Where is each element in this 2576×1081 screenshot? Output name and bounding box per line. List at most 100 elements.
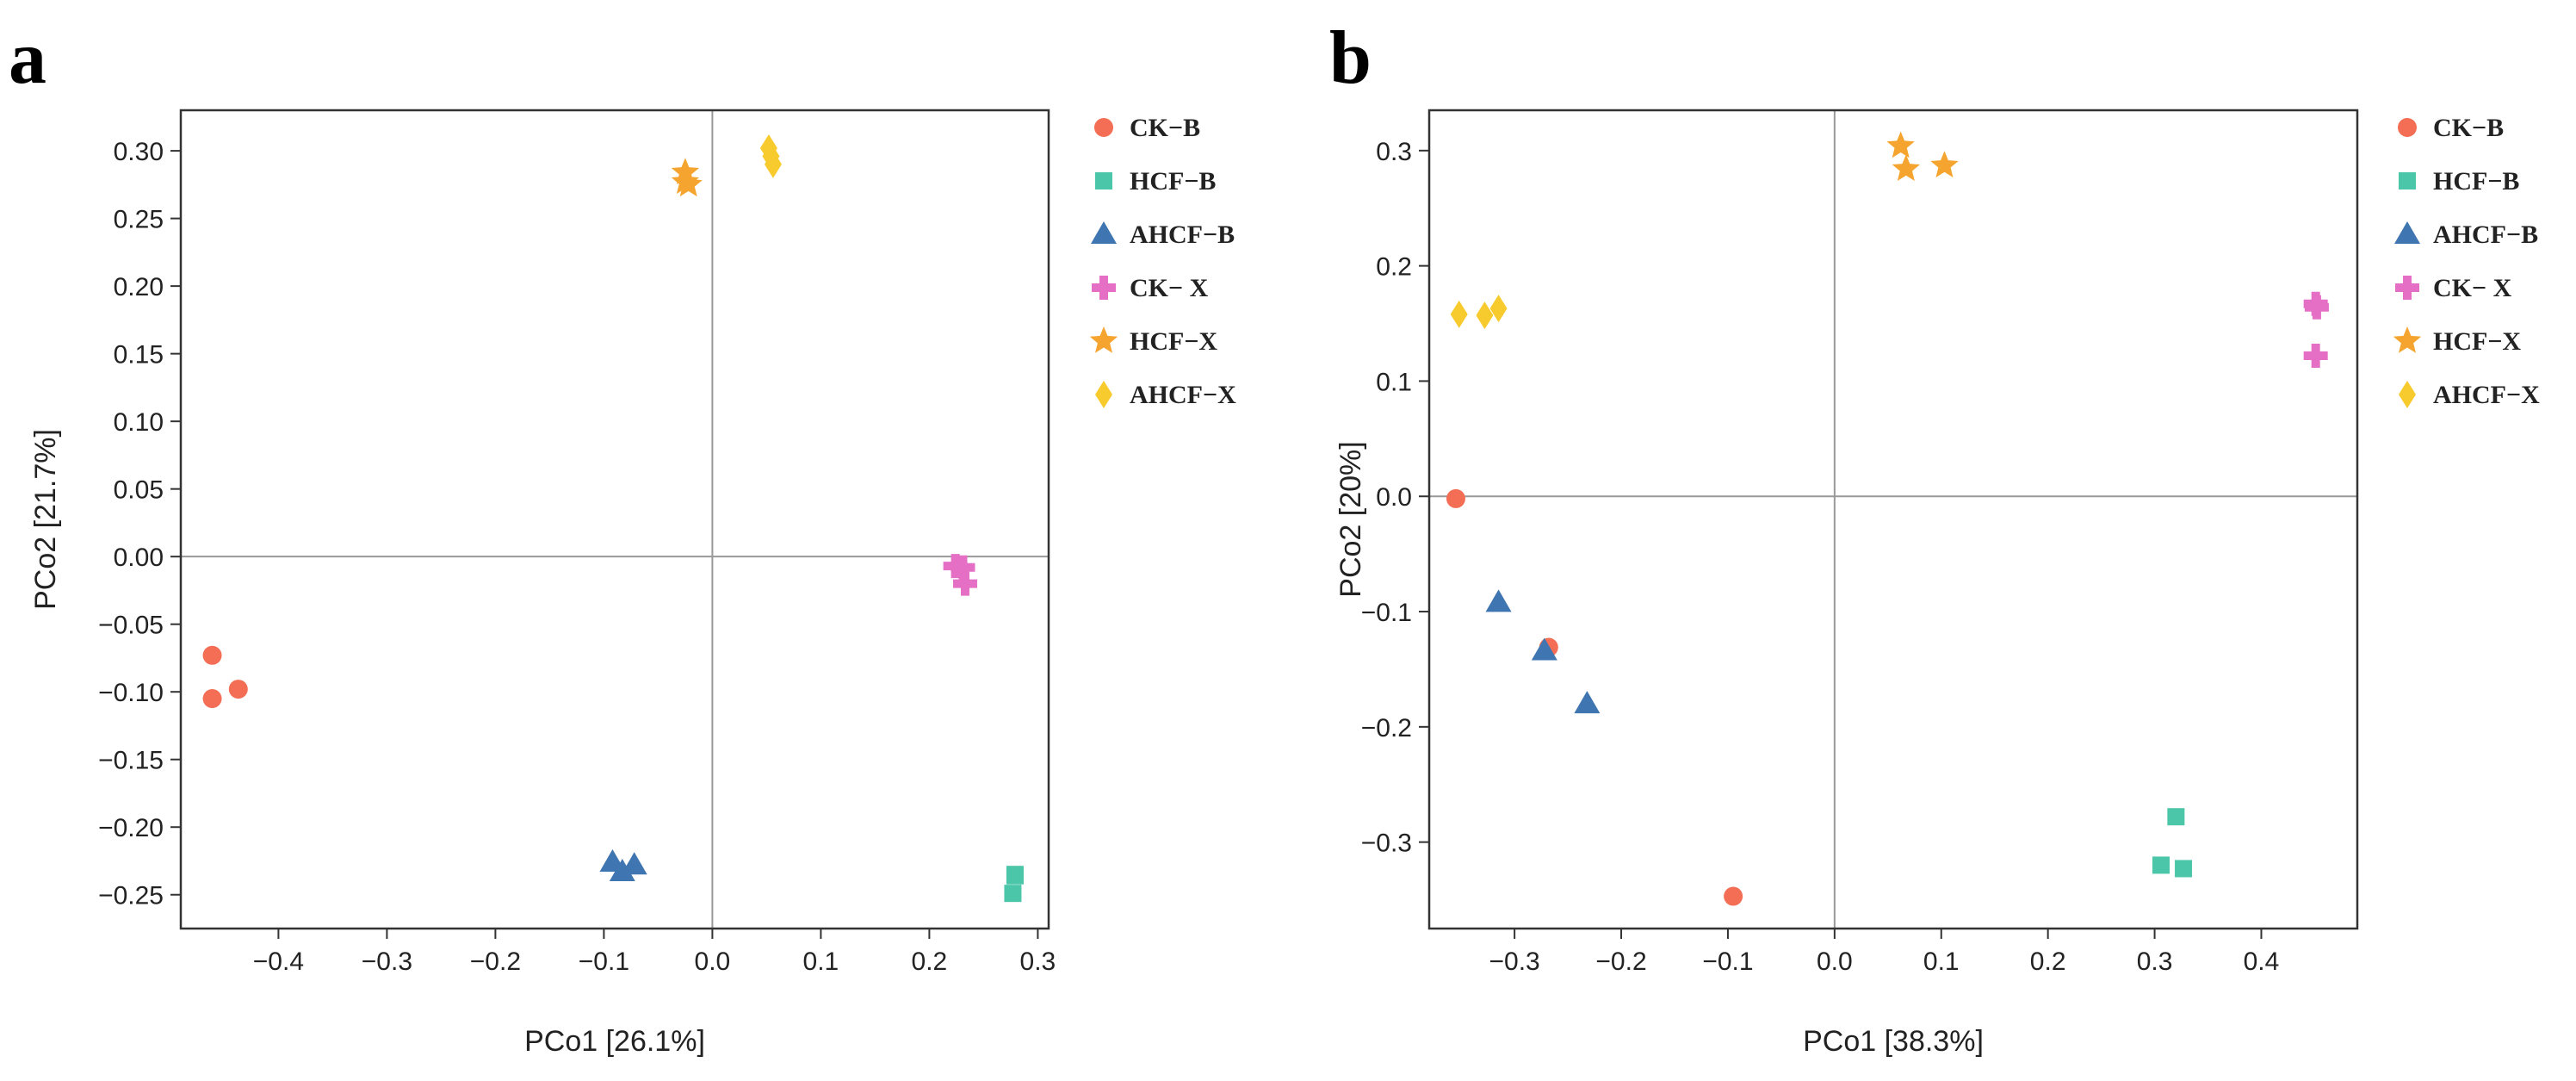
y-tick-label: 0.0: [1376, 483, 1412, 512]
series-ck-x: [943, 554, 977, 596]
chart-b: b −0.3 −0.2 −0.1 0.0 0.1 0.2 0.3 0.4 −0.3 −0.2 −0.1…: [1329, 16, 2540, 1058]
legend-label: AHCF−B: [1130, 221, 1235, 249]
legend-item: HCF−B: [2399, 167, 2519, 196]
data-point: [1574, 691, 1601, 714]
y-tick-label: 0.3: [1376, 138, 1412, 166]
data-point: [1489, 295, 1508, 323]
series-ck-x: [2303, 291, 2329, 368]
data-point: [1930, 151, 1959, 177]
legend-marker: [2399, 172, 2416, 189]
data-point: [952, 571, 977, 596]
panel-label: b: [1329, 16, 1372, 100]
data-point: [2152, 856, 2170, 874]
y-tick-label: 0.10: [114, 408, 164, 437]
legend-item: CK− X: [1092, 274, 1209, 302]
x-tick-label: 0.2: [2030, 947, 2066, 976]
y-tick-label: 0.00: [114, 544, 164, 572]
data-point: [1886, 131, 1915, 158]
legend-marker: [2399, 381, 2416, 408]
x-tick-label: −0.3: [362, 947, 412, 976]
data-point: [1446, 488, 1465, 508]
y-tick-label: 0.20: [114, 273, 164, 301]
data-point: [762, 142, 780, 171]
data-point: [2304, 295, 2329, 320]
panel-label: a: [9, 16, 46, 100]
legend-label: HCF−X: [1130, 327, 1217, 356]
legend-item: CK−B: [2398, 114, 2504, 142]
legend-item: AHCF−X: [2399, 381, 2540, 409]
y-tick-label: −0.05: [98, 612, 164, 640]
legend-marker: [1092, 276, 1116, 300]
data-point: [1476, 301, 1494, 330]
data-point: [1004, 885, 1022, 903]
series-ahcf-x: [1450, 295, 1508, 330]
legend-item: HCF−B: [1095, 167, 1216, 196]
data-point: [951, 555, 975, 580]
data-point: [2167, 808, 2185, 826]
series-ahcf-b: [1485, 589, 1601, 714]
legend-item: CK−B: [1094, 114, 1200, 142]
data-point: [1006, 867, 1024, 885]
y-tick-label: 0.05: [114, 476, 164, 505]
legend-label: AHCF−B: [2433, 221, 2538, 249]
y-tick-label: −0.15: [98, 747, 164, 775]
data-point: [1485, 589, 1512, 612]
data-point: [674, 170, 703, 197]
y-tick-label: 0.30: [114, 138, 164, 166]
legend-item: AHCF−B: [2394, 221, 2538, 249]
series-hcf-x: [671, 158, 703, 197]
legend-marker: [1095, 172, 1112, 189]
data-point: [2175, 860, 2193, 878]
legend-item: CK− X: [2395, 274, 2512, 302]
data-point: [2303, 344, 2328, 368]
legend-label: HCF−B: [2433, 167, 2519, 196]
plot-frame: [179, 109, 1050, 930]
x-tick-label: −0.4: [253, 947, 304, 976]
y-axis-label: PCo2 [21.7%]: [29, 429, 62, 610]
series-hcf-b: [2152, 808, 2193, 878]
legend-item: AHCF−X: [1095, 381, 1236, 409]
data-point: [1892, 154, 1921, 181]
legend-marker: [2394, 221, 2420, 244]
series-ck-b: [1446, 488, 1743, 906]
legend-item: HCF−X: [2393, 326, 2521, 356]
legend-marker: [1091, 221, 1117, 244]
x-tick-label: −0.2: [470, 947, 521, 976]
data-point: [621, 852, 647, 875]
series-ahcf-b: [599, 849, 647, 882]
legend-label: CK−B: [2433, 114, 2504, 142]
x-axis-label: PCo1 [26.1%]: [524, 1025, 705, 1058]
y-tick-label: −0.25: [98, 882, 164, 910]
data-point: [1724, 886, 1743, 906]
series-hcf-x: [1886, 131, 1959, 181]
data-point: [228, 680, 248, 699]
data-point: [1531, 637, 1557, 661]
legend-marker: [1095, 381, 1112, 408]
x-tick-label: 0.0: [1817, 947, 1853, 976]
y-tick-label: −0.3: [1361, 829, 1412, 858]
legend-marker: [2393, 326, 2422, 353]
data-point: [609, 859, 635, 882]
chart-a: a −0.4 −0.3 −0.2 −0.1 0.0 0.1 0.2 0.3 −0.25 −0.20 −…: [9, 16, 1236, 1058]
legend-label: CK− X: [2433, 274, 2512, 302]
x-tick-label: −0.1: [579, 947, 629, 976]
x-tick-label: 0.3: [2137, 947, 2173, 976]
y-tick-label: −0.20: [98, 814, 164, 842]
x-tick-label: 0.4: [2244, 947, 2280, 976]
x-tick-label: 0.3: [1020, 947, 1056, 976]
data-point: [202, 645, 222, 665]
legend-marker: [2398, 118, 2417, 137]
x-tick-label: −0.2: [1595, 947, 1646, 976]
x-tick-label: 0.2: [912, 947, 948, 976]
legend-marker: [1089, 326, 1118, 353]
series-ahcf-x: [759, 134, 782, 178]
legend-label: CK−B: [1130, 114, 1200, 142]
y-tick-label: 0.2: [1376, 253, 1412, 282]
legend-label: CK− X: [1130, 274, 1209, 302]
data-point: [202, 689, 222, 709]
x-tick-label: 0.0: [695, 947, 731, 976]
y-tick-label: −0.10: [98, 679, 164, 707]
plot-frame: [1427, 109, 2359, 930]
legend-label: AHCF−X: [2433, 381, 2540, 409]
